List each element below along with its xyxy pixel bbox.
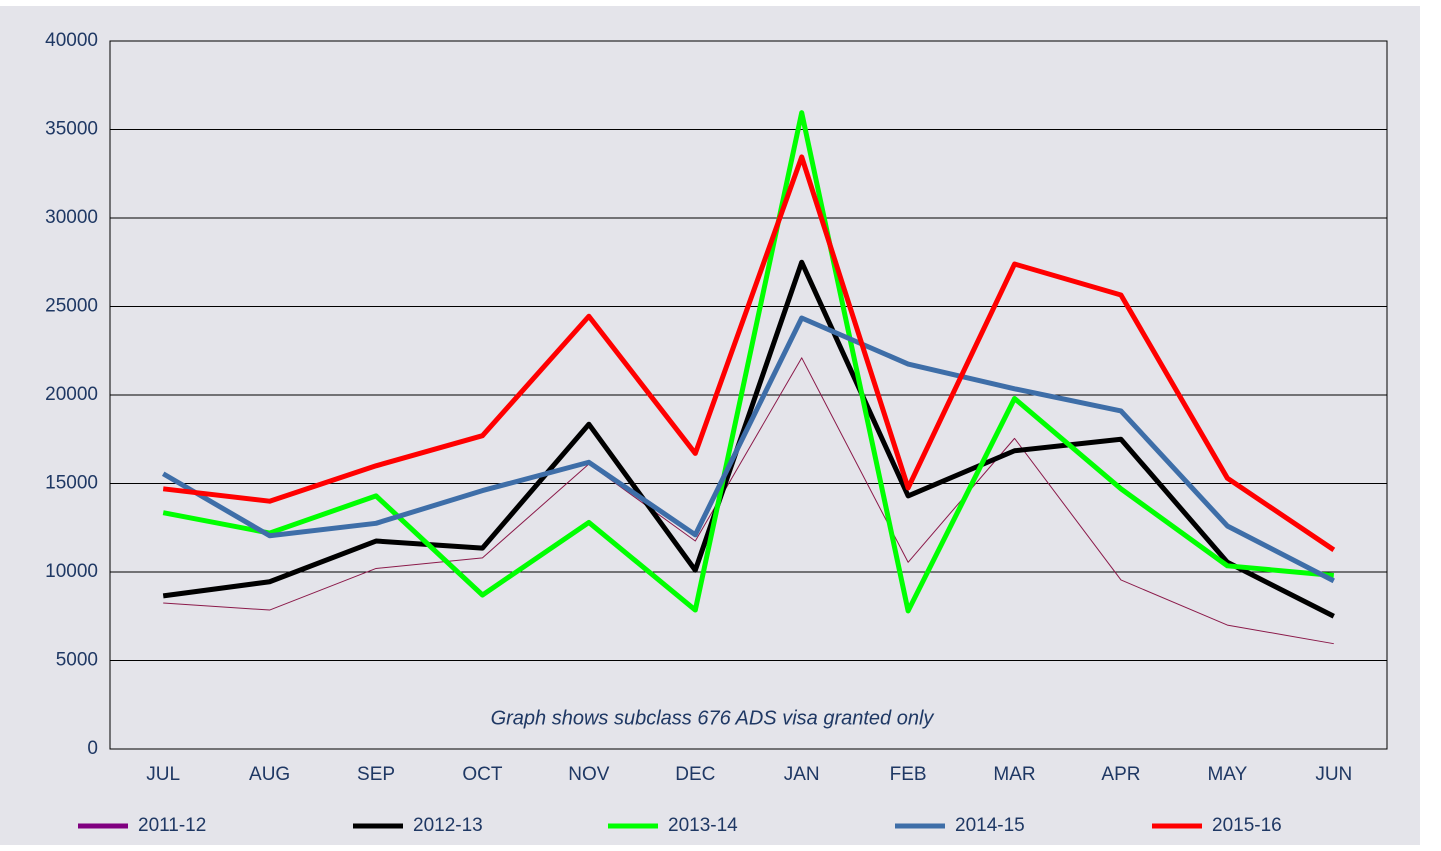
legend-label: 2012-13: [413, 815, 483, 836]
chart-background: [0, 6, 1420, 845]
legend-label: 2014-15: [955, 815, 1025, 836]
x-tick-label: JUL: [146, 764, 180, 785]
x-tick-label: MAR: [993, 764, 1035, 785]
x-tick-label: DEC: [675, 764, 715, 785]
x-tick-label: FEB: [890, 764, 927, 785]
x-tick-label: AUG: [249, 764, 290, 785]
series-line: [162, 154, 1336, 552]
y-tick-label: 40000: [45, 30, 98, 51]
y-tick-label: 10000: [45, 561, 98, 582]
x-tick-label: SEP: [357, 764, 395, 785]
series-line: [163, 357, 1334, 645]
legend-label: 2015-16: [1212, 815, 1282, 836]
annotation: Graph shows subclass 676 ADS visa grante…: [491, 707, 935, 729]
y-tick-label: 35000: [45, 119, 98, 140]
series-line: [162, 259, 1335, 619]
y-tick-label: 30000: [45, 207, 98, 228]
x-tick-label: APR: [1101, 764, 1140, 785]
x-tick-label: JAN: [784, 764, 820, 785]
y-tick-label: 25000: [45, 296, 98, 317]
y-tick-label: 0: [87, 738, 98, 759]
plot-frame: [109, 40, 1388, 750]
x-tick-label: MAY: [1207, 764, 1247, 785]
legend-label: 2013-14: [668, 815, 738, 836]
x-tick-label: OCT: [462, 764, 503, 785]
legend-label: 2011-12: [138, 815, 206, 836]
y-tick-label: 5000: [56, 650, 98, 671]
series-line: [162, 110, 1335, 614]
series-line: [161, 315, 1335, 584]
y-tick-label: 15000: [45, 473, 98, 494]
x-tick-label: JUN: [1315, 764, 1352, 785]
y-tick-label: 20000: [45, 384, 98, 405]
x-tick-label: NOV: [568, 764, 610, 785]
